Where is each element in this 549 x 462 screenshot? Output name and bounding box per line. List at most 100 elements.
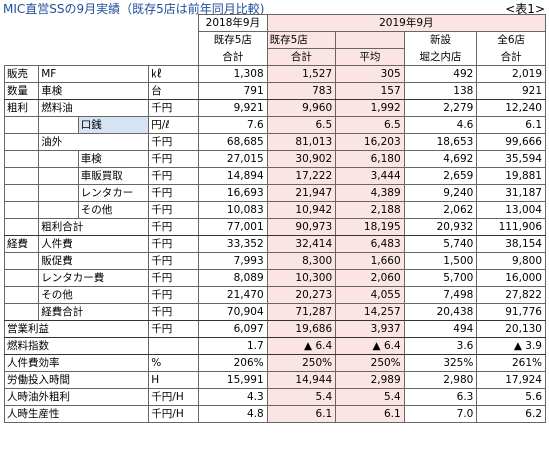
value-cell: 14,944 xyxy=(266,371,337,389)
value-cell: 13,004 xyxy=(476,201,546,219)
row-unit: 千円 xyxy=(148,133,200,151)
row-item-label: その他 xyxy=(77,201,150,219)
value-cell: 6.3 xyxy=(403,388,478,406)
table-row: 人時油外粗利 千円/H 4.3 5.4 5.4 6.3 5.6 xyxy=(3,388,546,406)
value-cell: 21,947 xyxy=(266,184,337,202)
value-cell: 71,287 xyxy=(266,303,337,321)
table-row: 人件費効率% 206% 250% 250% 325% 261% xyxy=(3,354,546,372)
row-unit: % xyxy=(148,354,200,372)
value-cell: 1,500 xyxy=(403,252,478,270)
value-cell: 2,060 xyxy=(335,269,405,287)
row-unit: ㎘ xyxy=(148,65,200,83)
header-row-1: 2018年9月 2019年9月 xyxy=(5,14,547,32)
row-group-label: 数量 xyxy=(3,82,40,100)
value-cell: 6.1 xyxy=(476,116,546,134)
value-cell: ▲ 6.4 xyxy=(266,337,337,355)
row-group-label xyxy=(3,201,40,219)
row-group-label xyxy=(3,167,40,185)
row-unit: 千円/H xyxy=(148,405,200,423)
value-cell: 33,352 xyxy=(198,235,268,253)
header-row-3: 合計 合計 平均 堀之内店 合計 xyxy=(5,48,546,66)
row-group-label: 人時生産性 xyxy=(3,405,150,423)
row-group-label xyxy=(3,184,40,202)
row-unit: 千円 xyxy=(148,252,200,270)
value-cell: 38,154 xyxy=(476,235,546,253)
value-cell: 35,594 xyxy=(476,150,546,168)
value-cell: 5.6 xyxy=(476,388,546,406)
table-row: 数量 車検台 791 783 157 138 921 xyxy=(3,82,546,100)
row-group-label: 燃料指数 xyxy=(3,337,150,355)
value-cell: 20,130 xyxy=(476,320,546,338)
value-cell: 6.1 xyxy=(266,405,337,423)
value-cell: 19,881 xyxy=(476,167,546,185)
value-cell: 14,257 xyxy=(335,303,405,321)
table-row: 粗利 燃料油 千円 9,921 9,960 1,992 2,279 12,240 xyxy=(3,99,546,117)
value-cell: 12,240 xyxy=(476,99,546,117)
value-cell: 1.7 xyxy=(198,337,268,355)
row-item-label: レンタカー xyxy=(77,184,150,202)
row-unit: 千円 xyxy=(148,235,200,253)
value-cell: 5.4 xyxy=(266,388,337,406)
value-cell: 20,932 xyxy=(403,218,478,236)
table-row: 車検 千円 27,015 30,902 6,180 4,692 35,594 xyxy=(3,150,546,168)
value-cell: 16,000 xyxy=(476,269,546,287)
value-cell: 70,904 xyxy=(198,303,268,321)
row-group-label xyxy=(3,218,40,236)
value-cell: 20,438 xyxy=(403,303,478,321)
row-item-label: 車検 xyxy=(77,150,150,168)
value-cell: 15,991 xyxy=(198,371,268,389)
table-row: 販促費 千円 7,993 8,300 1,660 1,500 9,800 xyxy=(3,252,546,270)
value-cell: 4,055 xyxy=(335,286,405,304)
value-cell: 6.5 xyxy=(266,116,337,134)
value-cell: 6,483 xyxy=(335,235,405,253)
row-unit: 千円 xyxy=(148,320,200,338)
header-sub1-3: 新設 xyxy=(403,31,478,49)
value-cell: 325% xyxy=(403,354,478,372)
value-cell: 7,498 xyxy=(403,286,478,304)
row-sub-label: 経費合計 xyxy=(38,303,150,321)
value-cell: 261% xyxy=(476,354,546,372)
value-cell: ▲ 3.9 xyxy=(476,337,546,355)
value-cell: 2,980 xyxy=(403,371,478,389)
value-cell: 16,693 xyxy=(198,184,268,202)
row-sub-label: レンタカー費 xyxy=(38,269,150,287)
row-unit: 千円 xyxy=(148,286,200,304)
value-cell: 3,937 xyxy=(335,320,405,338)
value-cell: 90,973 xyxy=(266,218,337,236)
value-cell: 206% xyxy=(198,354,268,372)
value-cell: 7.6 xyxy=(198,116,268,134)
row-sub-label: 粗利合計 xyxy=(38,218,150,236)
results-table: 2018年9月 2019年9月 既存5店 既存5店 新設 全6店 合計 合計 平… xyxy=(3,14,547,423)
row-item-label: 口銭 xyxy=(77,116,150,134)
value-cell: 921 xyxy=(476,82,546,100)
row-unit: H xyxy=(148,371,200,389)
header-sub1-4: 全6店 xyxy=(476,31,546,49)
row-group-label xyxy=(3,303,40,321)
table-row: その他 千円 21,470 20,273 4,055 7,498 27,822 xyxy=(3,286,546,304)
value-cell: 494 xyxy=(403,320,478,338)
header-sub2-4: 合計 xyxy=(476,48,546,66)
value-cell: 17,924 xyxy=(476,371,546,389)
value-cell: 19,686 xyxy=(266,320,337,338)
value-cell: 6.2 xyxy=(476,405,546,423)
row-group-label xyxy=(3,252,40,270)
row-unit: 千円 xyxy=(148,303,200,321)
header-2019: 2019年9月 xyxy=(266,14,547,32)
value-cell: 77,001 xyxy=(198,218,268,236)
value-cell: 5,700 xyxy=(403,269,478,287)
row-unit: 円/ℓ xyxy=(148,116,200,134)
header-sub1-0: 既存5店 xyxy=(198,31,268,49)
row-sub-label xyxy=(38,184,79,202)
table-row: 車販買取 千円 14,894 17,222 3,444 2,659 19,881 xyxy=(3,167,546,185)
table-row: 労働投入時間 H 15,991 14,944 2,989 2,980 17,924 xyxy=(3,371,546,389)
value-cell: 1,660 xyxy=(335,252,405,270)
header-sub2-3: 堀之内店 xyxy=(403,48,478,66)
value-cell: 10,942 xyxy=(266,201,337,219)
value-cell: 9,800 xyxy=(476,252,546,270)
value-cell: 305 xyxy=(335,65,405,83)
row-sub-label xyxy=(38,116,79,134)
value-cell: 492 xyxy=(403,65,478,83)
row-unit: 千円 xyxy=(148,150,200,168)
value-cell: 27,822 xyxy=(476,286,546,304)
row-group-label: 人件費効率 xyxy=(3,354,150,372)
